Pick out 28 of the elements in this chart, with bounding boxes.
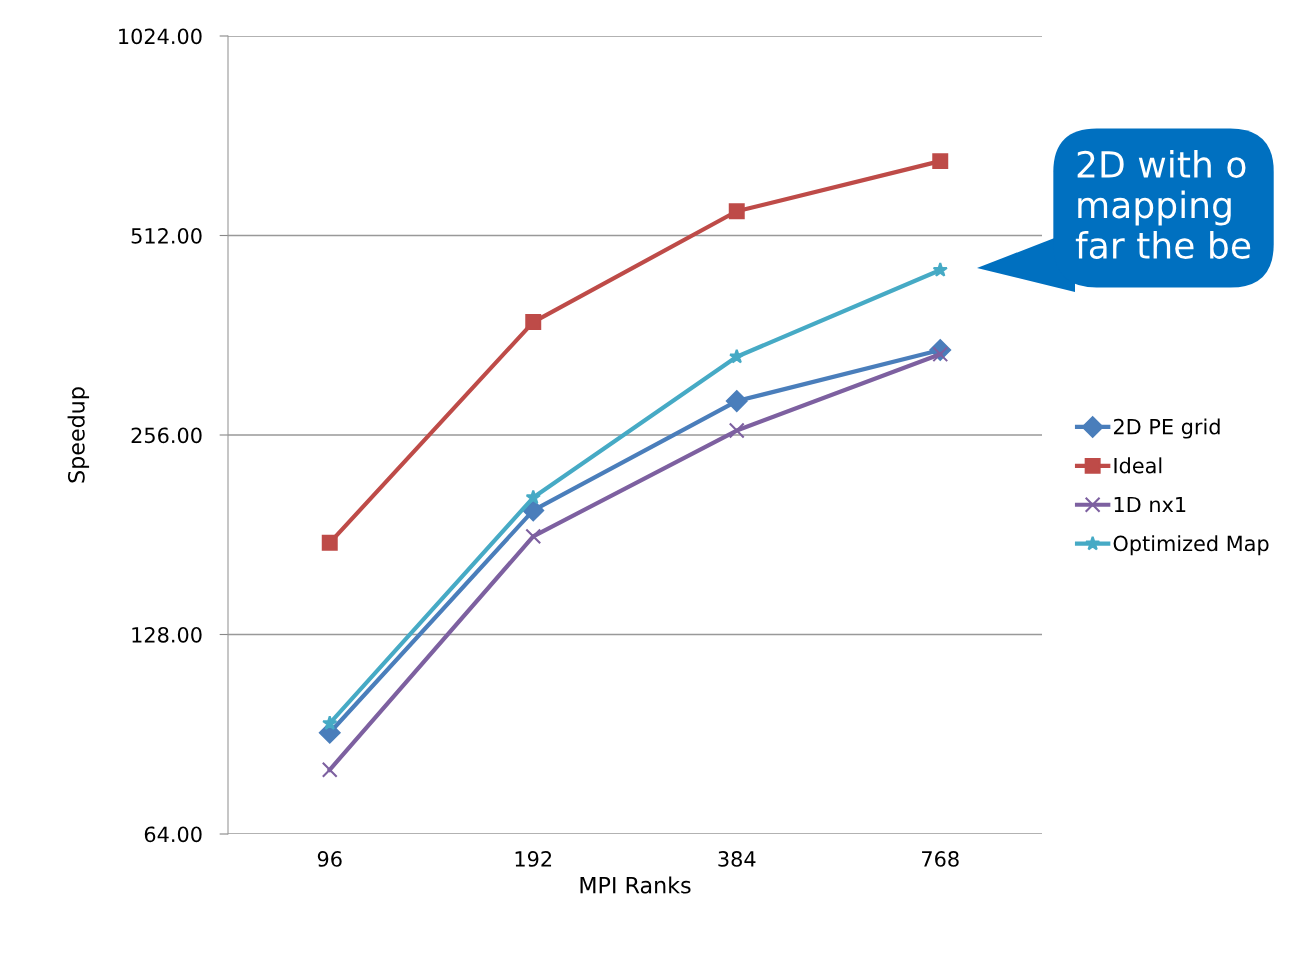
y-tick-label: 64.00 bbox=[144, 826, 202, 843]
legend-label: 2D PE grid bbox=[1113, 418, 1220, 439]
y-tick-label: 256.00 bbox=[131, 427, 202, 444]
point bbox=[729, 348, 745, 364]
point bbox=[525, 314, 542, 331]
y-tick-label: 1024.00 bbox=[119, 28, 202, 45]
legend-label: Optimized Map bbox=[1113, 535, 1269, 556]
x-tick-label: 192 bbox=[515, 851, 552, 867]
point bbox=[321, 761, 338, 778]
point bbox=[728, 422, 745, 439]
point bbox=[932, 262, 948, 277]
y-tick-label: 128.00 bbox=[132, 626, 202, 643]
x-tick-label: 384 bbox=[718, 851, 756, 867]
x-axis-title: MPI Ranks bbox=[580, 876, 691, 894]
x-tick-label: 768 bbox=[922, 851, 959, 867]
point bbox=[525, 489, 541, 505]
y-tick-label: 512.00 bbox=[131, 227, 202, 244]
legend-label: 1D nx1 bbox=[1114, 496, 1186, 513]
point bbox=[322, 715, 338, 731]
y-axis-title: Speedup bbox=[67, 387, 90, 483]
text: 2D with o mapping far the be bbox=[1075, 150, 1251, 259]
point bbox=[525, 528, 542, 545]
point bbox=[932, 153, 949, 170]
x-tick-label: 96 bbox=[317, 851, 342, 867]
point bbox=[728, 203, 745, 220]
legend-label: Ideal bbox=[1114, 457, 1162, 474]
point bbox=[725, 390, 748, 412]
point bbox=[321, 534, 338, 551]
